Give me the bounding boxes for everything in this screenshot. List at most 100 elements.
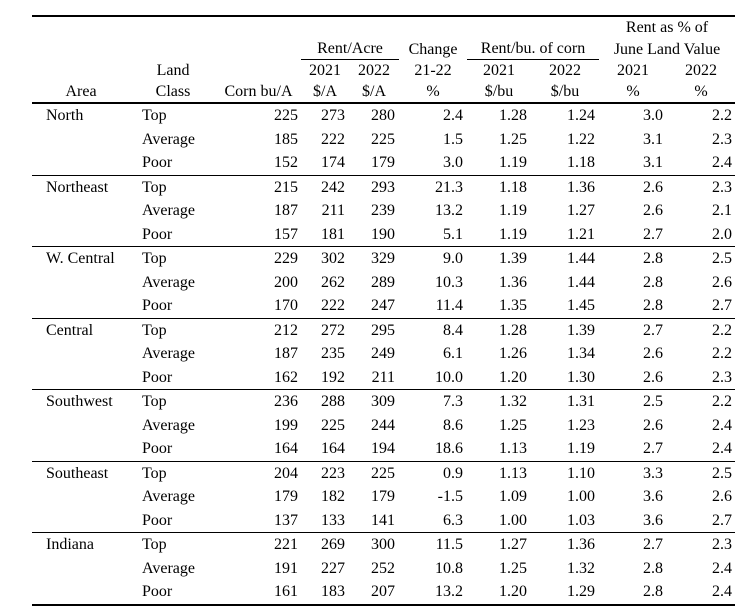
- value-cell: 2.6: [712, 488, 733, 505]
- value-cell: 2.6: [643, 202, 663, 219]
- value-cell: 161: [274, 583, 298, 600]
- area-cell: [32, 199, 130, 223]
- value-cell: 2.2: [667, 102, 736, 128]
- value-cell: 225: [349, 460, 399, 485]
- value-cell: 222: [321, 297, 345, 314]
- header-group-rent-per-acre: Rent/Acre: [301, 38, 399, 60]
- value-cell: 289: [371, 273, 395, 291]
- value-cell: 229: [216, 246, 301, 271]
- header-june-land-value: June Land Value: [613, 40, 721, 58]
- header-spacer: [32, 38, 301, 60]
- value-cell: 10.8: [435, 559, 463, 577]
- area-cell: Southwest: [32, 389, 130, 414]
- value-cell: 190: [371, 225, 395, 243]
- value-cell: 187: [274, 202, 298, 219]
- value-cell: 1.25: [499, 416, 527, 434]
- value-cell: 5.1: [443, 225, 463, 243]
- value-cell: 11.4: [435, 297, 463, 314]
- value-cell: 191: [274, 559, 298, 577]
- table-row: Average 191 227 252 10.8 1.25 1.32 2.8 2.4: [32, 557, 735, 581]
- value-cell: 2.4: [399, 102, 467, 128]
- land-class-cell: Poor: [142, 511, 173, 529]
- table-header: Rent as % of Rent/Acre Change Rent/bu. o…: [32, 16, 736, 104]
- table-row: Poor 152 174 179 3.0 1.19 1.18 3.1 2.4: [32, 151, 735, 175]
- table-row: Southwest Top 236 288 309 7.3 1.32 1.31 2.5 2.2: [32, 389, 736, 414]
- value-cell: 3.6: [643, 488, 663, 505]
- value-cell: 1.24: [531, 102, 599, 128]
- header-area: Area: [32, 81, 130, 104]
- value-cell: 1.09: [499, 488, 527, 505]
- value-cell: 1.18: [567, 154, 595, 171]
- value-cell: 2.4: [712, 559, 733, 577]
- value-cell: 185: [274, 130, 298, 148]
- value-cell: 1.27: [467, 532, 531, 557]
- land-class-cell: Poor: [142, 297, 173, 314]
- value-cell: 1.39: [467, 246, 531, 271]
- value-cell: 13.2: [435, 583, 463, 600]
- value-cell: 1.36: [499, 273, 527, 291]
- value-cell: 2.3: [712, 368, 733, 386]
- value-cell: 225: [216, 102, 301, 128]
- header-unit-pct-change: %: [399, 81, 467, 104]
- value-cell: 3.3: [599, 460, 667, 485]
- value-cell: 141: [371, 511, 395, 529]
- value-cell: 211: [371, 368, 395, 386]
- table-row: Average 199 225 244 8.6 1.25 1.23 2.6 2.4: [32, 414, 735, 438]
- value-cell: 225: [321, 416, 345, 434]
- value-cell: 293: [349, 174, 399, 199]
- value-cell: 2.8: [643, 297, 663, 314]
- value-cell: 235: [321, 345, 345, 362]
- value-cell: 174: [321, 154, 345, 171]
- value-cell: 2.7: [712, 511, 733, 529]
- value-cell: 152: [274, 154, 298, 171]
- value-cell: 239: [371, 202, 395, 219]
- value-cell: 1.29: [567, 583, 595, 600]
- value-cell: 300: [349, 532, 399, 557]
- area-cell: [32, 557, 130, 581]
- value-cell: 211: [321, 202, 345, 219]
- value-cell: 9.0: [399, 246, 467, 271]
- value-cell: 1.32: [567, 559, 595, 577]
- value-cell: 1.26: [499, 345, 527, 362]
- value-cell: 1.5: [443, 130, 463, 148]
- header-unit-dollar-bu-2021: $/bu: [467, 81, 531, 104]
- value-cell: 247: [371, 297, 395, 314]
- value-cell: 2.8: [599, 246, 667, 271]
- land-class-cell: Average: [142, 345, 195, 362]
- header-spacer: [32, 60, 130, 82]
- value-cell: 295: [349, 317, 399, 342]
- value-cell: 2.7: [712, 297, 733, 314]
- land-class-cell: Top: [130, 460, 216, 485]
- value-cell: 227: [321, 559, 345, 577]
- value-cell: 1.13: [467, 460, 531, 485]
- value-cell: 1.36: [531, 532, 599, 557]
- value-cell: 3.1: [643, 154, 663, 171]
- value-cell: 2.0: [712, 225, 733, 243]
- area-cell: [32, 366, 130, 390]
- value-cell: 1.30: [567, 368, 595, 386]
- land-class-cell: Top: [130, 102, 216, 128]
- value-cell: 2.2: [667, 389, 736, 414]
- value-cell: 2.8: [643, 273, 663, 291]
- value-cell: 2.2: [712, 345, 733, 362]
- value-cell: 1.03: [567, 511, 595, 529]
- value-cell: 2.8: [643, 559, 663, 577]
- header-corn-bu-a: Corn bu/A: [216, 81, 301, 104]
- value-cell: 242: [301, 174, 349, 199]
- value-cell: 221: [216, 532, 301, 557]
- header-group-rent-per-bu: Rent/bu. of corn: [467, 38, 599, 60]
- value-cell: 1.27: [567, 202, 595, 219]
- area-cell: [32, 437, 130, 461]
- value-cell: -1.5: [437, 488, 463, 505]
- value-cell: 6.3: [443, 511, 463, 529]
- value-cell: 3.1: [643, 130, 663, 148]
- header-year-2021-pct: 2021: [617, 62, 649, 79]
- land-class-cell: Average: [142, 273, 195, 291]
- value-cell: 2.6: [712, 273, 733, 291]
- header-unit-dollar-a-2021: $/A: [301, 81, 349, 104]
- area-cell: [32, 342, 130, 366]
- value-cell: 2.3: [667, 532, 736, 557]
- land-class-cell: Average: [142, 130, 195, 148]
- value-cell: 2.4: [712, 583, 733, 600]
- value-cell: 8.4: [399, 317, 467, 342]
